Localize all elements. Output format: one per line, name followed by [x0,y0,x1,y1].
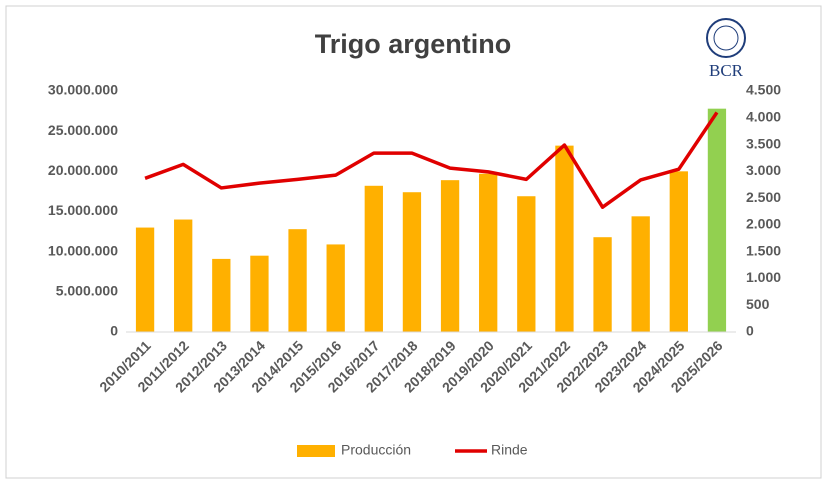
bar [631,216,650,332]
bar [174,219,193,332]
yticks-label: 10.000.000 [48,242,118,258]
logo-inner [713,25,739,51]
legend-swatch [297,445,335,457]
yticks-label: 30.000.000 [48,82,118,98]
y2ticks-label: 500 [746,296,770,312]
bar [479,173,498,332]
y2ticks-label: 4.500 [746,82,781,98]
bar [326,244,345,332]
logo-ring [706,18,746,58]
y2ticks-label: 3.500 [746,135,781,151]
bar [135,227,155,332]
bar [517,196,536,332]
yticks-label: 15.000.000 [48,202,118,218]
bar [364,185,383,332]
y2ticks-label: 0 [746,323,754,339]
bar [555,145,574,332]
yticks-label: 20.000.000 [48,162,118,178]
y2ticks-label: 3.000 [746,162,781,178]
y2ticks-label: 2.000 [746,216,781,232]
y2ticks-label: 2.500 [746,189,781,205]
legend-label: Rinde [491,442,528,458]
y2ticks-label: 1.500 [746,242,781,258]
chart-title: Trigo argentino [315,29,512,59]
yticks-label: 0 [110,323,118,339]
y2ticks-label: 4.000 [746,108,781,124]
legend-label: Producción [341,442,411,458]
bar [707,108,727,332]
logo-text: BCR [709,61,744,80]
bar [288,229,307,332]
line [144,111,719,209]
yticks-label: 5.000.000 [56,283,118,299]
bar [669,171,688,332]
logo: BCR [706,18,746,80]
bar [593,237,612,332]
bar [402,192,422,332]
bar [250,255,269,332]
bar [212,258,231,332]
bar [440,180,460,332]
yticks-label: 25.000.000 [48,122,118,138]
y2ticks-label: 1.000 [746,269,781,285]
